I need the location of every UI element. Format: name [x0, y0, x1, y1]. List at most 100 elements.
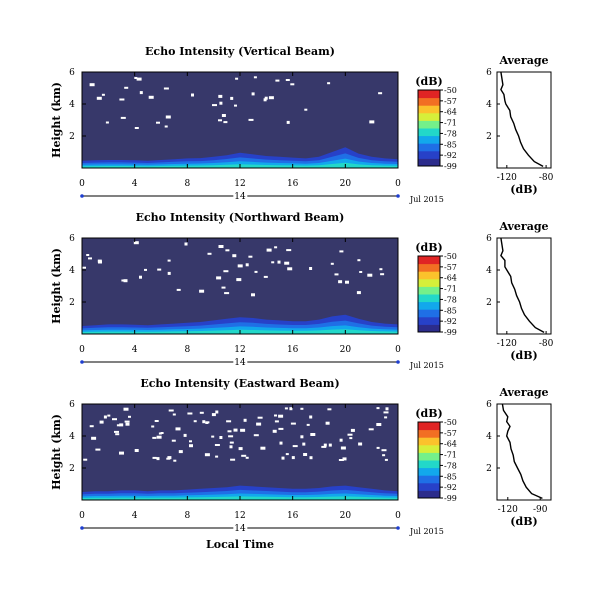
colorbar-swatch: [418, 482, 440, 491]
no-data-cell: [119, 98, 125, 101]
no-data-cell: [202, 420, 206, 424]
no-data-cell: [207, 252, 212, 255]
timeline-end-marker: [396, 194, 400, 198]
no-data-cell: [124, 86, 129, 89]
no-data-cell: [157, 268, 162, 271]
x-tick-label: 0: [395, 179, 401, 189]
colorbar-swatch: [418, 271, 440, 280]
x-tick-label: 16: [287, 511, 299, 521]
panel-title: Echo Intensity (Vertical Beam): [145, 45, 335, 58]
no-data-cell: [302, 442, 306, 446]
colorbar-label: (dB): [415, 75, 442, 88]
no-data-cell: [263, 98, 267, 102]
x-tick-label: 0: [79, 179, 85, 189]
no-data-cell: [189, 444, 193, 448]
colorbar-tick-label: -64: [444, 440, 457, 449]
no-data-cell: [345, 280, 349, 284]
timeline-start-marker: [80, 360, 84, 364]
no-data-cell: [309, 415, 313, 419]
y-tick-label: 4: [69, 266, 75, 276]
no-data-cell: [158, 432, 162, 435]
no-data-cell: [221, 286, 226, 289]
no-data-cell: [248, 255, 253, 258]
no-data-cell: [327, 408, 332, 411]
no-data-cell: [99, 420, 104, 424]
no-data-cell: [339, 250, 344, 253]
no-data-cell: [384, 416, 388, 419]
no-data-speckles: [83, 407, 389, 462]
no-data-cell: [211, 413, 216, 417]
no-data-cell: [340, 446, 346, 450]
average-title: Average: [498, 386, 548, 399]
no-data-cell: [338, 280, 343, 284]
no-data-speckles: [89, 76, 383, 129]
average-y-tick-label: 2: [486, 132, 492, 142]
no-data-cell: [163, 87, 169, 90]
average-y-tick-label: 6: [486, 234, 492, 244]
no-data-cell: [116, 424, 120, 427]
no-data-cell: [212, 104, 217, 107]
no-data-cell: [266, 248, 272, 252]
no-data-cell: [144, 268, 147, 271]
colorbar-swatch: [418, 90, 440, 99]
average-y-tick-label: 4: [486, 432, 492, 442]
no-data-cell: [97, 259, 102, 263]
no-data-speckles: [82, 241, 385, 297]
no-data-cell: [359, 271, 363, 273]
y-tick-label: 2: [69, 298, 75, 308]
y-axis-label: Height (km): [50, 414, 63, 490]
colorbar-swatch: [418, 316, 440, 325]
colorbar-swatch: [418, 422, 440, 431]
no-data-cell: [384, 458, 388, 461]
colorbar-swatch: [418, 128, 440, 137]
no-data-cell: [284, 261, 290, 265]
colorbar-tick-label: -92: [444, 317, 457, 326]
no-data-cell: [205, 421, 210, 424]
no-data-cell: [292, 445, 298, 448]
no-data-cell: [176, 288, 181, 291]
no-data-cell: [236, 278, 242, 282]
no-data-cell: [89, 83, 95, 87]
x-tick-label: 8: [184, 511, 190, 521]
no-data-cell: [228, 435, 234, 438]
panel-title: Echo Intensity (Eastward Beam): [140, 377, 339, 390]
colorbar-swatch: [418, 143, 440, 152]
colorbar-swatch: [418, 301, 440, 310]
no-data-cell: [325, 421, 330, 425]
no-data-cell: [253, 76, 257, 79]
no-data-cell: [124, 420, 130, 423]
no-data-cell: [95, 448, 101, 451]
no-data-cell: [96, 96, 102, 100]
colorbar-swatch: [418, 105, 440, 114]
colorbar-tick-label: -50: [444, 252, 457, 261]
colorbar-label: (dB): [415, 407, 442, 420]
no-data-cell: [227, 430, 232, 433]
no-data-cell: [287, 267, 293, 271]
no-data-cell: [151, 425, 155, 428]
no-data-cell: [218, 245, 224, 248]
no-data-cell: [356, 291, 361, 295]
no-data-cell: [334, 273, 339, 276]
no-data-cell: [223, 121, 228, 124]
colorbar-tick-label: -85: [444, 306, 457, 315]
no-data-cell: [183, 433, 187, 437]
no-data-cell: [286, 120, 290, 124]
no-data-cell: [88, 257, 92, 260]
no-data-cell: [160, 432, 164, 434]
x-tick-label: 16: [287, 345, 299, 355]
no-data-cell: [114, 430, 119, 433]
no-data-cell: [123, 407, 129, 411]
no-data-cell: [290, 422, 296, 425]
no-data-cell: [277, 260, 281, 264]
average-x-tick-label: -90: [533, 505, 548, 515]
y-tick-label: 6: [69, 68, 75, 78]
no-data-cell: [268, 96, 274, 100]
colorbar-frame: [417, 255, 441, 333]
colorbar-swatch: [418, 437, 440, 446]
no-data-cell: [123, 279, 128, 283]
no-data-cell: [300, 435, 304, 439]
no-data-cell: [139, 91, 143, 95]
colorbar-swatch: [418, 120, 440, 129]
no-data-cell: [385, 407, 389, 411]
no-data-cell: [327, 82, 331, 85]
